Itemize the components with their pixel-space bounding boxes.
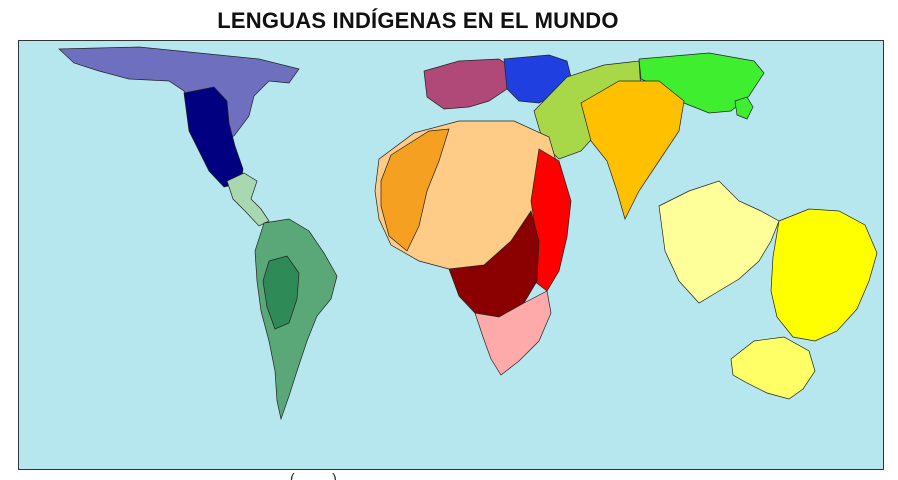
region-north-america <box>58 46 300 142</box>
region-korea <box>734 96 754 120</box>
region-west-africa-orange <box>380 128 450 252</box>
world-map <box>18 40 884 470</box>
region-southern-africa <box>474 290 552 376</box>
region-southeast-asia <box>658 180 780 304</box>
subtitle-fragment: ( ... ) <box>290 470 550 480</box>
region-central-africa <box>448 210 540 318</box>
map-title: LENGUAS INDÍGENAS EN EL MUNDO <box>217 8 619 33</box>
region-south-america-dark <box>262 255 300 330</box>
region-central-america <box>226 172 270 227</box>
region-papua <box>770 208 878 342</box>
region-south-asia <box>580 80 685 220</box>
subtitle-text: ( ... ) <box>290 470 340 480</box>
cartogram-svg <box>19 41 883 469</box>
region-europe <box>423 58 515 110</box>
region-australia <box>730 336 816 400</box>
